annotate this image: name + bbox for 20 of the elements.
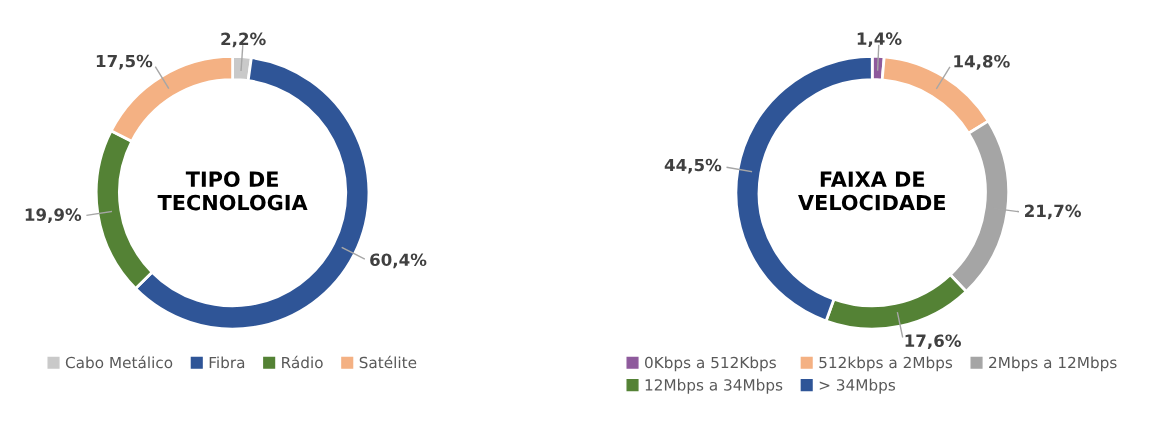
legend-label: 0Kbps a 512Kbps — [645, 356, 776, 372]
data-label: 17,5% — [96, 54, 153, 70]
legend-label: Cabo Metálico — [65, 355, 173, 369]
data-label: 44,5% — [664, 158, 722, 174]
data-label: 2,2% — [221, 32, 266, 48]
legend-label: Fibra — [209, 356, 245, 369]
data-label: 19,9% — [25, 208, 82, 224]
data-label: 60,4% — [370, 253, 427, 269]
legend-label: Satélite — [359, 355, 417, 369]
text: TIPO DE TECNOLOGIA — [157, 171, 308, 211]
legend-label: 512kbps a 2Mbps — [819, 356, 953, 372]
legend-label: 2Mbps a 12Mbps — [989, 356, 1117, 372]
data-label: 21,7% — [1025, 204, 1081, 220]
legend-label: > 34Mbps — [819, 378, 896, 394]
data-label: 14,8% — [954, 54, 1010, 70]
legend-label: 12Mbps a 34Mbps — [645, 378, 783, 394]
legend-label: Rádio — [282, 355, 323, 369]
data-label: 1,4% — [857, 32, 902, 48]
data-label: 17,6% — [905, 334, 961, 350]
text: FAIXA DE VELOCIDADE — [798, 171, 946, 211]
